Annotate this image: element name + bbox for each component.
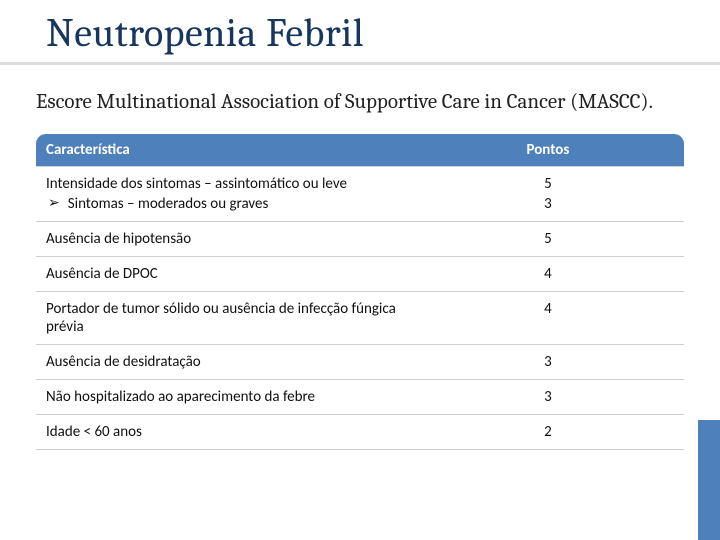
mascc-table: Característica Pontos Intensidade dos si…	[36, 134, 684, 450]
cell-characteristic: Intensidade dos sintomas – assintomático…	[36, 167, 412, 196]
subtitle: Escore Multinational Association of Supp…	[0, 89, 720, 134]
table-row-sub: ➢ Sintomas – moderados ou graves 3	[36, 195, 684, 222]
cell-points-sub: 3	[412, 195, 684, 222]
cell-points: 3	[412, 345, 684, 380]
table-header-row: Característica Pontos	[36, 134, 684, 167]
table-row: Ausência de DPOC 4	[36, 257, 684, 292]
title-underline	[0, 62, 720, 65]
cell-characteristic: Ausência de hipotensão	[36, 222, 412, 257]
table-row: Portador de tumor sólido ou ausência de …	[36, 292, 684, 345]
sub-label: Sintomas – moderados ou graves	[68, 195, 269, 213]
table-row: Não hospitalizado ao aparecimento da feb…	[36, 380, 684, 415]
chevron-right-icon: ➢	[48, 195, 60, 212]
cell-characteristic: Portador de tumor sólido ou ausência de …	[36, 292, 412, 345]
cell-points: 2	[412, 415, 684, 450]
col-header-points: Pontos	[412, 134, 684, 167]
col-header-characteristic: Característica	[36, 134, 412, 167]
page-title: Neutropenia Febril	[0, 0, 720, 62]
cell-characteristic: Ausência de DPOC	[36, 257, 412, 292]
cell-characteristic: Não hospitalizado ao aparecimento da feb…	[36, 380, 412, 415]
cell-points: 4	[412, 257, 684, 292]
table-row: Ausência de hipotensão 5	[36, 222, 684, 257]
cell-points: 5	[412, 167, 684, 196]
cell-points: 5	[412, 222, 684, 257]
cell-characteristic: Ausência de desidratação	[36, 345, 412, 380]
table-row: Intensidade dos sintomas – assintomático…	[36, 167, 684, 196]
table-row: Ausência de desidratação 3	[36, 345, 684, 380]
cell-characteristic: Idade < 60 anos	[36, 415, 412, 450]
table-row: Idade < 60 anos 2	[36, 415, 684, 450]
cell-points: 4	[412, 292, 684, 345]
accent-bar	[698, 420, 720, 540]
cell-points: 3	[412, 380, 684, 415]
cell-characteristic-sub: ➢ Sintomas – moderados ou graves	[36, 195, 412, 222]
